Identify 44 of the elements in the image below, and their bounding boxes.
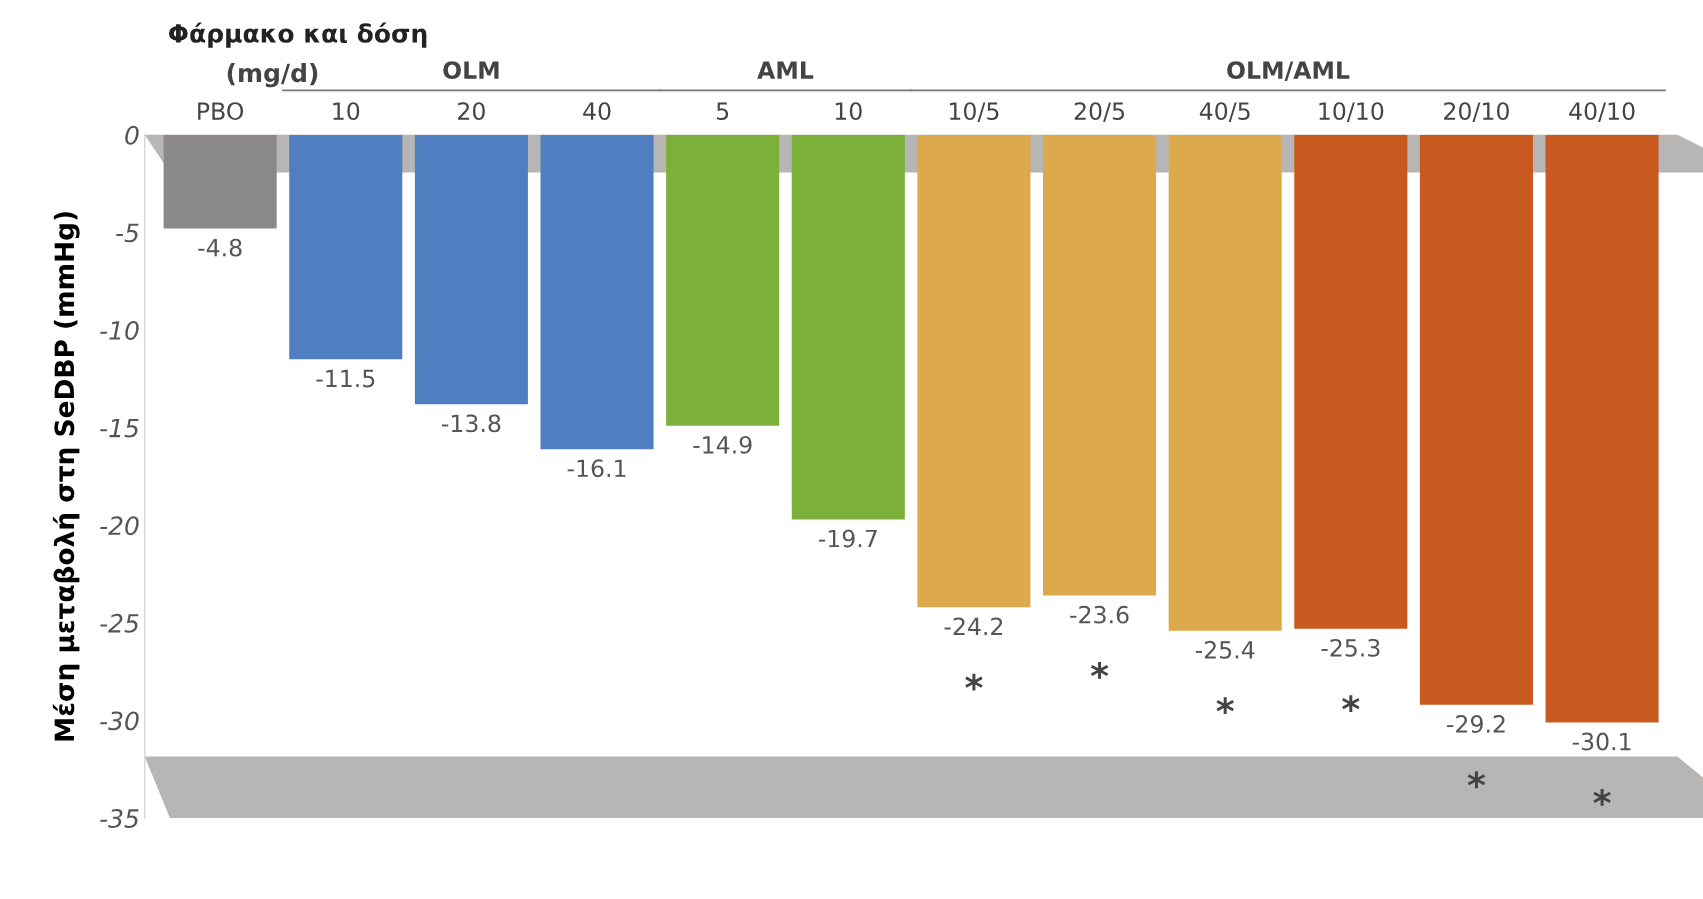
data-label: -30.1	[1572, 732, 1631, 751]
x-tick-label: 10/5	[950, 102, 999, 122]
x-tick-label: 40/10	[1569, 102, 1635, 122]
annotation: *	[1342, 695, 1360, 712]
x-tick-label: 20/5	[1074, 102, 1124, 122]
y-axis-title: Μέση μεταβολή στη SeDBP (mmHg)	[52, 212, 80, 741]
data-label: -25.3	[1321, 638, 1380, 657]
data-label: -29.2	[1447, 715, 1505, 733]
data-label: -19.7	[818, 529, 877, 548]
x-tick-label: 20/10	[1444, 102, 1509, 122]
text: Φάρμακο και δόση	[169, 22, 427, 48]
annotation: *	[1467, 771, 1486, 789]
x-tick-label: 10/10	[1319, 102, 1384, 122]
text: AML	[757, 61, 814, 79]
annotation: *	[965, 673, 983, 691]
text: OLM	[443, 61, 499, 80]
x-tick-label: 10	[835, 102, 862, 121]
y-tick-label: -35	[100, 809, 139, 828]
y-tick-label: 0	[125, 125, 139, 145]
y-tick-label: -20	[100, 516, 139, 536]
annotation: *	[1593, 788, 1611, 806]
data-label: -11.5	[316, 369, 375, 388]
x-tick-label: 40	[583, 102, 611, 121]
x-tick-label: 5	[716, 102, 729, 121]
x-tick-label: PBO	[198, 102, 244, 121]
y-tick-label: -25	[100, 613, 139, 633]
data-label: -14.9	[693, 435, 752, 454]
x-tick-label: 40/5	[1199, 102, 1250, 122]
y-tick-label: -5	[116, 223, 139, 243]
data-label: -16.1	[567, 459, 626, 478]
y-tick-label: -15	[100, 418, 139, 438]
data-label: -24.2	[944, 617, 1003, 635]
data-label: -13.8	[442, 414, 501, 433]
data-label: -23.6	[1070, 605, 1129, 624]
text: (mg/d)	[227, 62, 318, 88]
x-tick-label: 20	[458, 102, 485, 121]
data-label: -25.4	[1195, 640, 1255, 659]
y-tick-label: -10	[100, 321, 139, 340]
data-label: -4.8	[198, 238, 242, 257]
annotation: *	[1090, 662, 1109, 679]
text: OLM/AML	[1227, 61, 1350, 81]
x-tick-label: 10	[333, 102, 360, 121]
annotation: *	[1216, 697, 1234, 714]
y-tick-label: -30	[100, 711, 139, 731]
